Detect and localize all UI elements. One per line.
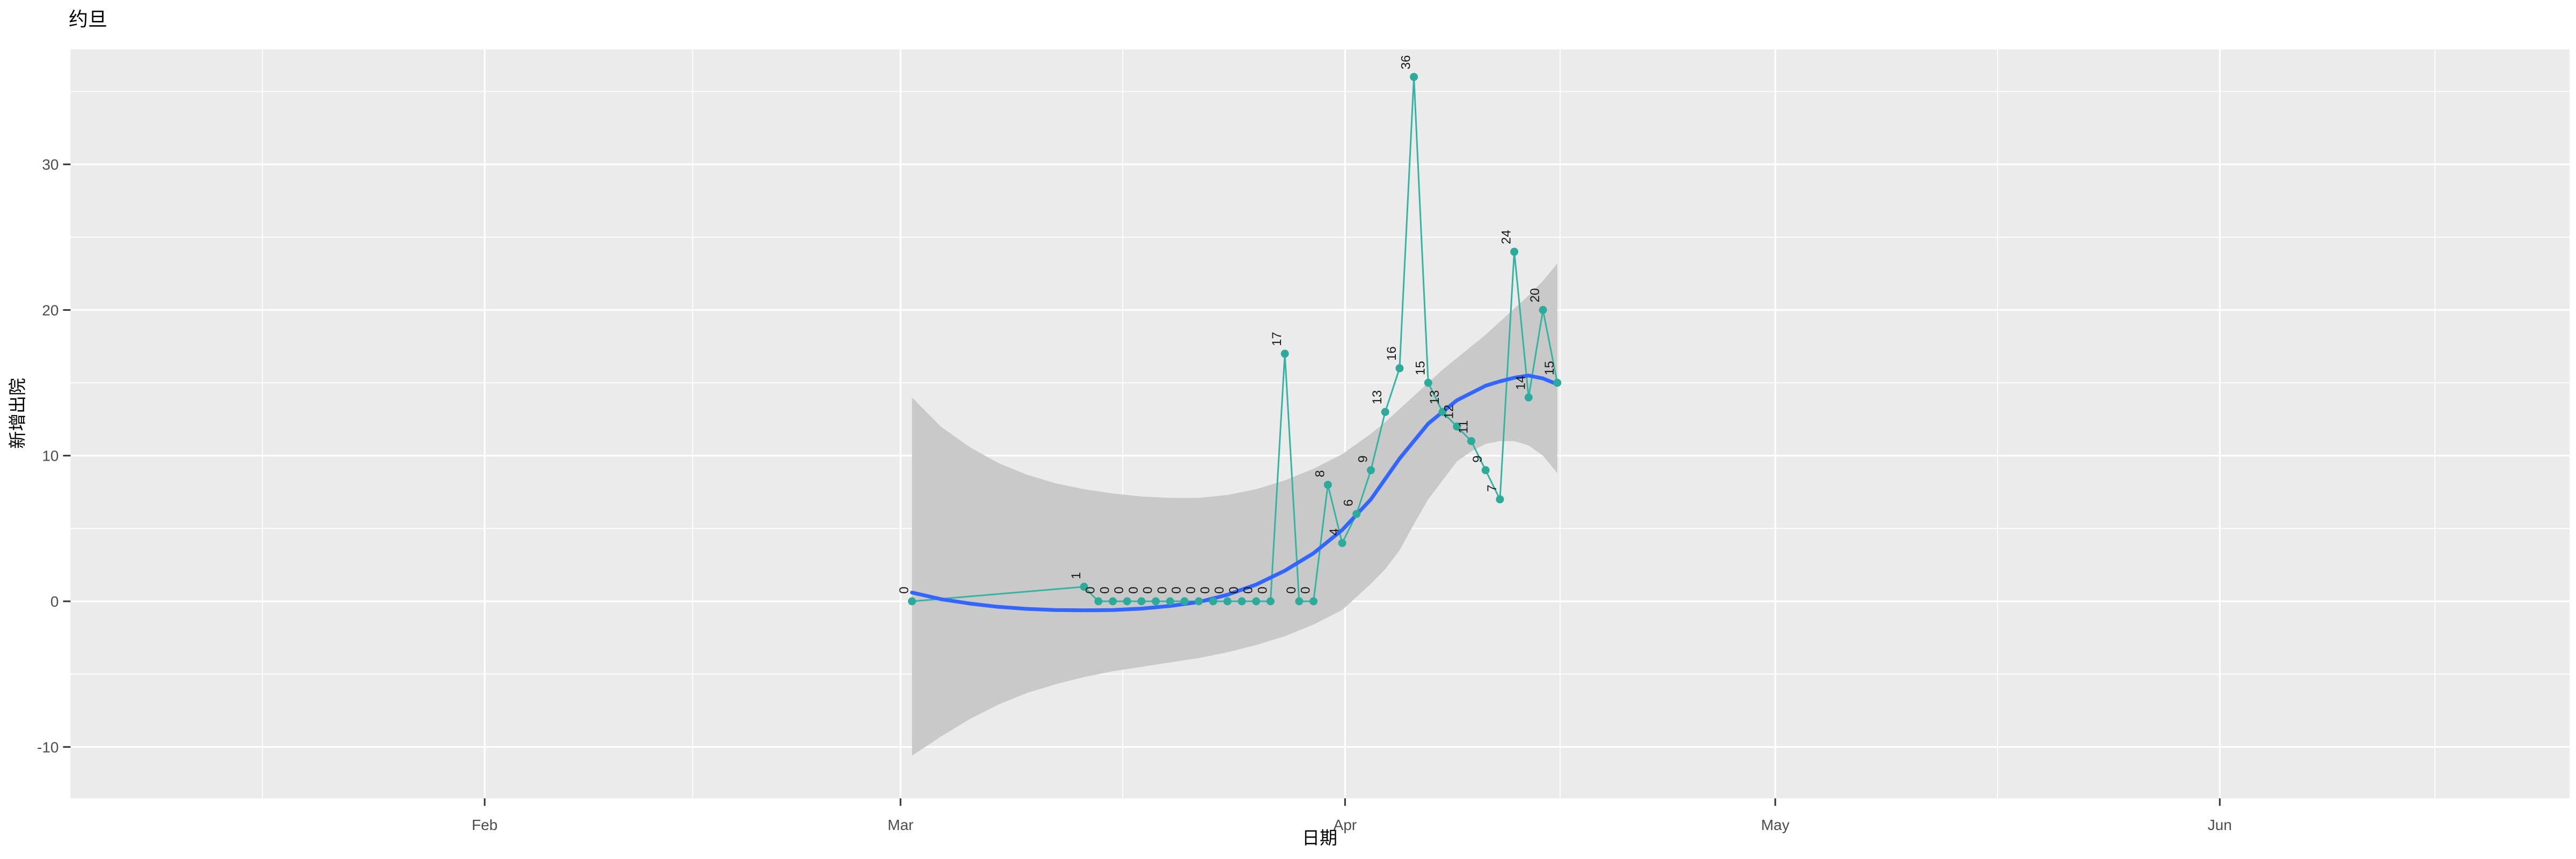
data-point-label: 13 bbox=[1370, 390, 1385, 405]
data-point-label: 0 bbox=[1112, 587, 1126, 594]
data-point bbox=[1252, 597, 1261, 606]
data-point-label: 0 bbox=[1169, 587, 1184, 594]
data-point bbox=[1496, 495, 1504, 504]
data-point bbox=[1166, 597, 1174, 606]
data-point bbox=[1280, 350, 1289, 358]
data-point-label: 0 bbox=[1299, 587, 1313, 594]
data-point-label: 1 bbox=[1069, 572, 1084, 579]
data-point-label: 14 bbox=[1513, 375, 1528, 390]
x-axis-tick-label: May bbox=[1761, 817, 1789, 833]
data-point-label: 0 bbox=[1227, 587, 1241, 594]
data-point bbox=[1309, 597, 1318, 606]
data-point bbox=[1295, 597, 1304, 606]
data-point-label: 15 bbox=[1542, 361, 1557, 375]
data-point bbox=[1080, 583, 1088, 591]
data-point-label: 0 bbox=[1126, 587, 1141, 594]
data-point-label: 16 bbox=[1385, 346, 1399, 361]
y-axis-title: 新增出院 bbox=[8, 378, 27, 449]
data-point bbox=[1266, 597, 1275, 606]
chart-title: 约旦 bbox=[69, 8, 107, 30]
data-point bbox=[1238, 597, 1246, 606]
x-axis-tick-label: Apr bbox=[1334, 817, 1357, 833]
data-point-label: 17 bbox=[1270, 332, 1284, 346]
data-point-label: 0 bbox=[1141, 587, 1155, 594]
y-axis-tick-label: 10 bbox=[42, 448, 58, 464]
data-point-label: 0 bbox=[897, 587, 911, 594]
data-point-label: 0 bbox=[1184, 587, 1198, 594]
x-axis-tick-label: Mar bbox=[888, 817, 913, 833]
data-point bbox=[908, 597, 916, 606]
smooth-line bbox=[910, 374, 1560, 613]
data-point bbox=[1180, 597, 1189, 606]
data-point-label: 24 bbox=[1499, 230, 1514, 244]
data-point bbox=[1524, 393, 1533, 402]
y-axis-tick-label: 30 bbox=[42, 156, 58, 173]
data-point-label: 0 bbox=[1241, 587, 1256, 594]
data-point-label: 6 bbox=[1342, 499, 1356, 506]
data-point-label: 9 bbox=[1470, 455, 1485, 462]
data-point-label: 0 bbox=[1255, 587, 1270, 594]
data-point-label: 0 bbox=[1198, 587, 1213, 594]
data-point bbox=[1553, 378, 1562, 387]
data-point-label: 8 bbox=[1313, 470, 1327, 477]
x-axis-title: 日期 bbox=[1302, 828, 1337, 848]
data-point bbox=[1352, 509, 1361, 518]
data-point-label: 13 bbox=[1428, 390, 1442, 405]
data-point-label: 36 bbox=[1399, 55, 1414, 70]
data-point-label: 15 bbox=[1413, 361, 1428, 375]
x-axis-tick-label: Feb bbox=[472, 817, 497, 833]
y-axis-tick-label: -10 bbox=[37, 739, 58, 755]
data-point-label: 12 bbox=[1442, 405, 1457, 419]
data-point bbox=[1137, 597, 1146, 606]
data-point bbox=[1323, 481, 1332, 489]
panel-background bbox=[70, 49, 2570, 798]
y-axis-tick-label: 0 bbox=[50, 593, 59, 610]
data-point bbox=[1223, 597, 1232, 606]
data-point bbox=[1152, 597, 1160, 606]
y-axis-tick-label: 20 bbox=[42, 302, 58, 318]
data-point-label: 0 bbox=[1212, 587, 1227, 594]
data-point bbox=[1094, 597, 1103, 606]
data-point-label: 0 bbox=[1155, 587, 1169, 594]
data-point-label: 7 bbox=[1485, 485, 1499, 492]
data-point bbox=[1424, 378, 1432, 387]
data-point bbox=[1481, 466, 1490, 475]
data-point bbox=[1539, 305, 1547, 314]
data-point bbox=[1510, 247, 1519, 256]
data-point bbox=[1438, 407, 1447, 416]
data-point bbox=[1453, 422, 1461, 431]
data-point-label: 4 bbox=[1327, 528, 1342, 535]
data-point bbox=[1123, 597, 1131, 606]
data-point-label: 0 bbox=[1284, 587, 1299, 594]
data-point bbox=[1395, 364, 1404, 373]
data-point-label: 9 bbox=[1356, 455, 1370, 462]
data-point-label: 11 bbox=[1457, 420, 1471, 434]
data-point bbox=[1381, 407, 1389, 416]
data-point bbox=[1467, 437, 1475, 446]
data-point-label: 0 bbox=[1084, 587, 1098, 594]
data-point bbox=[1338, 539, 1346, 547]
data-point bbox=[1209, 597, 1217, 606]
confidence-ribbon bbox=[912, 263, 1557, 756]
x-axis-tick-label: Jun bbox=[2208, 817, 2232, 833]
data-point bbox=[1195, 597, 1203, 606]
data-point-label: 20 bbox=[1528, 288, 1542, 303]
data-point bbox=[1366, 466, 1375, 475]
data-point bbox=[1109, 597, 1117, 606]
data-point bbox=[1410, 72, 1418, 81]
data-point-label: 0 bbox=[1098, 587, 1113, 594]
